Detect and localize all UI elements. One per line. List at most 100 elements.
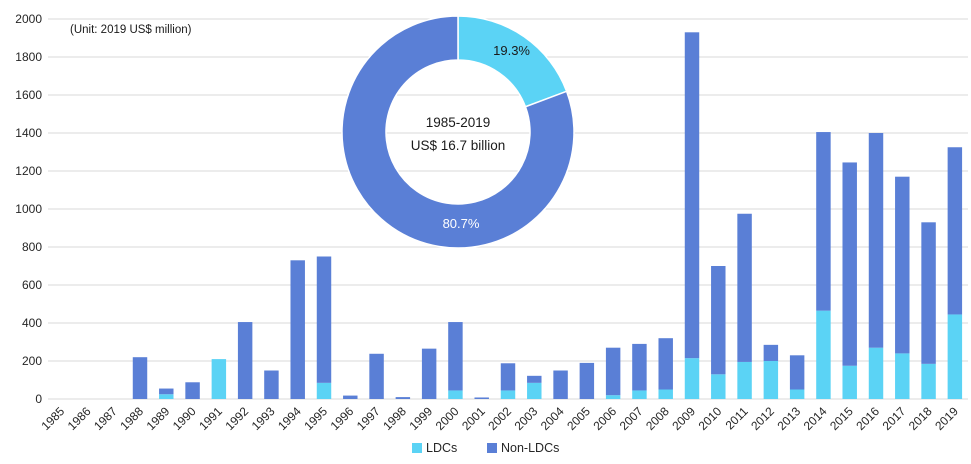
- x-tick-label: 2003: [512, 404, 541, 433]
- x-tick-label: 1986: [65, 404, 94, 433]
- bar-ldcs-2018: [921, 363, 936, 399]
- x-tick-label: 1991: [196, 404, 225, 433]
- x-tick-label: 2004: [538, 404, 567, 433]
- bar-non-ldcs-2003: [527, 375, 542, 383]
- bar-ldcs-2019: [947, 314, 963, 399]
- y-tick-label: 200: [22, 354, 42, 368]
- bar-ldcs-2016: [868, 347, 884, 399]
- x-tick-label: 2012: [748, 404, 777, 433]
- bar-non-ldcs-2010: [711, 266, 726, 375]
- x-tick-label: 1993: [249, 404, 278, 433]
- bar-non-ldcs-1989: [159, 388, 174, 395]
- bar-non-ldcs-2007: [632, 343, 647, 391]
- bar-ldcs-2014: [816, 310, 831, 399]
- y-tick-label: 1600: [15, 88, 42, 102]
- donut-slice-label: 80.7%: [443, 216, 480, 231]
- y-tick-label: 800: [22, 240, 42, 254]
- bar-non-ldcs-1988: [132, 357, 148, 399]
- bar-non-ldcs-2017: [895, 176, 910, 354]
- bar-non-ldcs-2002: [500, 363, 516, 391]
- bar-non-ldcs-2012: [763, 344, 779, 361]
- donut-center-total: US$ 16.7 billion: [411, 138, 506, 153]
- y-axis: 0 200 400 600 800 1000 1200 1400 1600 1800 2000: [15, 12, 42, 406]
- bar-non-ldcs-2015: [842, 162, 857, 366]
- bar-non-ldcs-1992: [237, 322, 253, 399]
- donut-center-period: 1985-2019: [426, 115, 491, 130]
- x-tick-label: 2015: [827, 404, 856, 433]
- inset-donut-chart: 19.3% 80.7% 1985-2019 US$ 16.7 billion: [341, 15, 575, 249]
- bar-non-ldcs-2011: [737, 213, 752, 362]
- bar-non-ldcs-1999: [421, 348, 437, 399]
- y-tick-label: 400: [22, 316, 42, 330]
- x-tick-label: 1987: [91, 404, 120, 433]
- legend-label: LDCs: [426, 441, 457, 455]
- y-tick-label: 1400: [15, 126, 42, 140]
- bar-non-ldcs-2006: [605, 347, 621, 396]
- bar-non-ldcs-2004: [553, 370, 568, 399]
- legend-swatch-ldcs: [412, 443, 422, 453]
- x-tick-label: 2018: [906, 404, 935, 433]
- bar-non-ldcs-1990: [185, 382, 200, 399]
- x-tick-label: 2014: [801, 404, 830, 433]
- bar-ldcs-2009: [684, 358, 700, 399]
- bar-ldcs-2000: [448, 390, 463, 399]
- bar-non-ldcs-1994: [290, 260, 305, 399]
- x-tick-label: 2011: [723, 404, 751, 432]
- bar-non-ldcs-2014: [816, 132, 831, 311]
- bar-ldcs-2015: [842, 365, 857, 399]
- x-tick-label: 1989: [144, 404, 173, 433]
- legend: LDCs Non-LDCs: [412, 441, 559, 455]
- x-tick-label: 2002: [485, 404, 514, 433]
- donut-slice-label: 19.3%: [493, 43, 530, 58]
- x-tick-label: 2001: [459, 404, 488, 433]
- x-tick-label: 1996: [328, 404, 357, 433]
- bar-ldcs-2006: [605, 395, 621, 399]
- x-tick-label: 1985: [38, 404, 67, 433]
- x-tick-label: 1994: [275, 404, 304, 433]
- x-tick-label: 1990: [170, 404, 199, 433]
- x-tick-label: 2009: [669, 404, 698, 433]
- x-tick-label: 1995: [301, 404, 330, 433]
- bar-non-ldcs-2016: [868, 133, 884, 348]
- x-tick-label: 2016: [853, 404, 882, 433]
- x-axis: 1985198619871988198919901991199219931994…: [38, 404, 961, 433]
- x-tick-label: 2017: [880, 404, 909, 433]
- bar-ldcs-2002: [500, 390, 516, 399]
- bar-ldcs-1989: [159, 394, 174, 399]
- bar-ldcs-1991: [211, 359, 227, 399]
- bar-ldcs-1995: [316, 382, 332, 399]
- x-tick-label: 2008: [643, 404, 672, 433]
- x-tick-label: 2013: [774, 404, 803, 433]
- bar-non-ldcs-1998: [395, 397, 411, 399]
- x-tick-label: 2007: [617, 404, 646, 433]
- bar-non-ldcs-2001: [474, 397, 489, 399]
- x-tick-label: 2006: [590, 404, 619, 433]
- bar-ldcs-2017: [895, 353, 910, 399]
- bar-non-ldcs-1996: [343, 395, 358, 399]
- x-tick-label: 1998: [380, 404, 409, 433]
- donut-slice-ldcs: [457, 15, 568, 108]
- legend-swatch-non-ldcs: [487, 443, 497, 453]
- x-tick-label: 2000: [433, 404, 462, 433]
- x-tick-label: 1992: [222, 404, 251, 433]
- x-tick-label: 1997: [354, 404, 383, 433]
- bar-non-ldcs-2019: [947, 147, 963, 315]
- bar-non-ldcs-2008: [658, 338, 673, 390]
- bar-non-ldcs-1995: [316, 256, 332, 383]
- legend-label: Non-LDCs: [501, 441, 559, 455]
- bar-non-ldcs-2018: [921, 222, 936, 364]
- bar-ldcs-2007: [632, 390, 647, 399]
- unit-note: (Unit: 2019 US$ million): [70, 24, 192, 36]
- y-tick-label: 1000: [15, 202, 42, 216]
- donut-slice-non-ldcs: [341, 15, 575, 249]
- y-tick-label: 0: [35, 392, 42, 406]
- x-tick-label: 1988: [117, 404, 146, 433]
- bars: [132, 32, 963, 399]
- bar-non-ldcs-2009: [684, 32, 700, 359]
- bar-non-ldcs-2000: [448, 322, 463, 391]
- y-tick-label: 1200: [15, 164, 42, 178]
- bar-ldcs-2008: [658, 389, 673, 399]
- y-tick-label: 1800: [15, 50, 42, 64]
- x-tick-label: 1999: [406, 404, 435, 433]
